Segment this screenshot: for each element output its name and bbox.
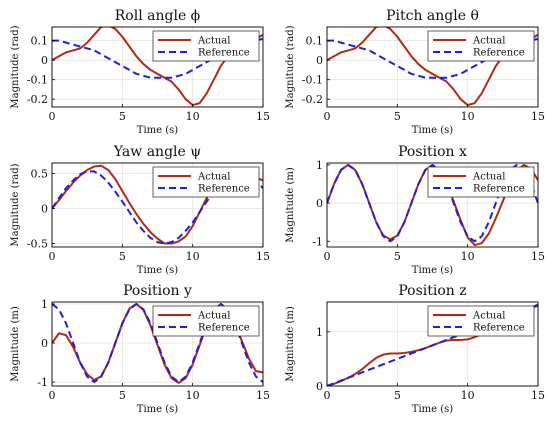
y-tick-label: 0 [41, 54, 48, 67]
y-axis-label: Magnitude (m) [285, 167, 296, 243]
x-axis-label: Time (s) [412, 125, 453, 136]
axes-frame [326, 26, 539, 108]
x-tick-label: 0 [49, 389, 56, 402]
x-tick-label: 15 [531, 389, 545, 402]
legend-box [152, 305, 260, 337]
x-tick-label: 0 [49, 110, 56, 123]
x-tick-label: 0 [324, 110, 331, 123]
axes-frame [51, 162, 264, 248]
x-tick-label: 15 [256, 110, 270, 123]
x-tick-label: 5 [119, 389, 126, 402]
legend-label: Actual [197, 36, 230, 47]
y-tick-label: -0.1 [27, 74, 48, 87]
legend-box [152, 166, 260, 198]
legend-label: Reference [473, 323, 525, 334]
subplot-2: 0 5 10 15 0.1 0 -0.1 -0.2 Pitch angle θ Time (s) M… [285, 8, 545, 136]
x-tick-label: 10 [186, 389, 200, 402]
y-tick-label: 0.1 [306, 35, 324, 48]
legend-label: Reference [198, 323, 250, 334]
y-tick-label: 0.1 [31, 35, 49, 48]
legend-label: Actual [472, 36, 505, 47]
y-axis-label: Magnitude (m) [10, 306, 21, 382]
x-axis-label: Time (s) [412, 404, 453, 415]
axes-frame [51, 26, 264, 108]
axes-frame [51, 301, 264, 387]
x-tick-label: 10 [186, 110, 200, 123]
y-tick-label: -0.2 [302, 93, 323, 106]
legend-label: Reference [473, 48, 525, 59]
subplot-title: Position x [398, 144, 467, 160]
y-tick-label: 0 [316, 380, 323, 393]
y-tick-label: 0 [316, 197, 323, 210]
x-tick-label: 10 [461, 110, 475, 123]
y-axis-label: Magnitude (m) [285, 306, 296, 382]
x-tick-label: 0 [324, 389, 331, 402]
x-tick-label: 15 [531, 110, 545, 123]
series-line-reference [52, 302, 263, 384]
legend-label: Reference [198, 184, 250, 195]
x-tick-label: 10 [186, 250, 200, 263]
y-tick-label: 0 [41, 337, 48, 350]
y-tick-label: -1 [37, 376, 48, 389]
x-axis-label: Time (s) [137, 125, 178, 136]
x-tick-label: 5 [394, 250, 401, 263]
y-tick-label: 0.5 [31, 168, 49, 181]
y-tick-label: 0 [41, 203, 48, 216]
x-axis-label: Time (s) [412, 265, 453, 276]
subplot-1: 0 5 10 15 0.1 0 -0.1 -0.2 Roll angle ϕ Time (s) Ma… [10, 8, 270, 136]
legend-label: Actual [472, 172, 505, 183]
y-tick-label: 0 [316, 54, 323, 67]
x-tick-label: 5 [119, 250, 126, 263]
x-tick-label: 5 [394, 389, 401, 402]
y-tick-label: -0.2 [27, 93, 48, 106]
y-tick-label: 1 [316, 159, 323, 172]
y-tick-label: -1 [312, 235, 323, 248]
y-tick-label: -0.5 [27, 238, 48, 251]
legend-label: Reference [198, 48, 250, 59]
legend-label: Reference [473, 184, 525, 195]
subplot-title: Position z [398, 283, 466, 299]
x-tick-label: 5 [119, 110, 126, 123]
subplot-title: Position y [123, 283, 192, 299]
axes-frame [326, 301, 539, 387]
subplot-title: Roll angle ϕ [115, 8, 200, 24]
y-tick-label: -0.1 [302, 74, 323, 87]
y-axis-label: Magnitude (rad) [10, 25, 21, 108]
x-tick-label: 10 [461, 389, 475, 402]
x-tick-label: 15 [531, 250, 545, 263]
legend-box [427, 166, 535, 198]
legend-label: Actual [472, 311, 505, 322]
legend-box [427, 305, 535, 337]
legend-label: Actual [197, 172, 230, 183]
legend-box [427, 30, 535, 62]
legend-label: Actual [197, 311, 230, 322]
legend-box [152, 30, 260, 62]
y-tick-label: 1 [316, 326, 323, 339]
x-tick-label: 0 [49, 250, 56, 263]
x-axis-label: Time (s) [137, 404, 178, 415]
y-axis-label: Magnitude (rad) [285, 25, 296, 108]
x-tick-label: 5 [394, 110, 401, 123]
subplot-title: Pitch angle θ [386, 8, 479, 24]
x-axis-label: Time (s) [137, 265, 178, 276]
axes-frame [326, 162, 539, 248]
x-tick-label: 15 [256, 250, 270, 263]
x-tick-label: 10 [461, 250, 475, 263]
x-tick-label: 15 [256, 389, 270, 402]
x-tick-label: 0 [324, 250, 331, 263]
y-axis-label: Magnitude (rad) [10, 163, 21, 246]
y-tick-label: 1 [41, 298, 48, 311]
subplot-title: Yaw angle ψ [113, 144, 201, 160]
